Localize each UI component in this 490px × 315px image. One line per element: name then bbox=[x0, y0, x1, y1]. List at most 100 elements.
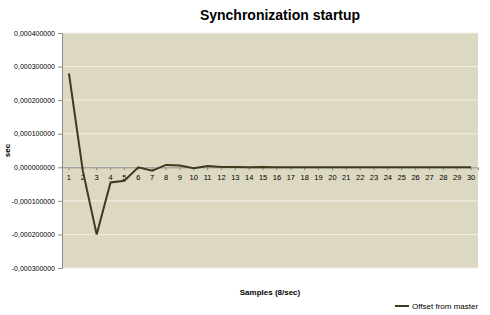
y-tick: 0,000400000 bbox=[14, 30, 62, 37]
legend-label: Offset from master bbox=[412, 302, 478, 311]
x-tick-label: 20 bbox=[328, 173, 336, 182]
y-tick-label: -0,000300000 bbox=[12, 265, 55, 272]
x-tick: 17 bbox=[287, 167, 295, 182]
y-tick-mark bbox=[58, 268, 62, 269]
grid-line bbox=[62, 33, 478, 34]
x-tick: 15 bbox=[259, 167, 267, 182]
y-tick-mark bbox=[58, 33, 62, 34]
x-axis-title: Samples (8/sec) bbox=[240, 288, 301, 297]
chart: -0,000300000 -0,000200000 -0,000100000 0,00… bbox=[0, 0, 490, 315]
y-tick-label: 0,000000000 bbox=[14, 164, 55, 171]
x-tick-mark bbox=[166, 167, 167, 170]
x-tick: 16 bbox=[273, 167, 281, 182]
x-tick: 14 bbox=[245, 167, 253, 182]
x-tick-label: 26 bbox=[411, 173, 419, 182]
x-tick: 27 bbox=[425, 167, 433, 182]
x-tick: 22 bbox=[356, 167, 364, 182]
x-tick: 28 bbox=[439, 167, 447, 182]
y-tick: -0,000200000 bbox=[12, 231, 62, 238]
x-tick: 13 bbox=[231, 167, 239, 182]
y-tick: 0,000000000 bbox=[14, 164, 62, 171]
x-tick-label: 1 bbox=[67, 173, 71, 182]
x-tick: 29 bbox=[453, 167, 461, 182]
x-tick: 25 bbox=[398, 167, 406, 182]
x-tick-mark bbox=[207, 167, 208, 170]
legend: Offset from master bbox=[395, 302, 478, 311]
x-tick-mark bbox=[179, 167, 180, 170]
y-tick: -0,000100000 bbox=[12, 198, 62, 205]
y-tick: 0,000200000 bbox=[14, 97, 62, 104]
y-tick-label: 0,000100000 bbox=[14, 130, 55, 137]
y-tick-mark bbox=[58, 234, 62, 235]
x-tick-label: 18 bbox=[300, 173, 308, 182]
x-tick-label: 11 bbox=[204, 173, 212, 182]
y-tick-mark bbox=[58, 67, 62, 68]
x-tick-label: 17 bbox=[287, 173, 295, 182]
y-tick-label: 0,000200000 bbox=[14, 97, 55, 104]
x-tick: 21 bbox=[342, 167, 350, 182]
x-tick: 23 bbox=[370, 167, 378, 182]
x-tick: 4 bbox=[108, 167, 112, 182]
x-tick: 24 bbox=[384, 167, 392, 182]
y-tick: 0,000100000 bbox=[14, 130, 62, 137]
x-tick-mark bbox=[68, 167, 69, 170]
y-tick: 0,000300000 bbox=[14, 63, 62, 70]
x-tick: 3 bbox=[95, 167, 99, 182]
series-line bbox=[69, 73, 471, 234]
y-axis-line bbox=[58, 34, 63, 269]
x-tick-label: 28 bbox=[439, 173, 447, 182]
x-tick: 8 bbox=[164, 167, 168, 182]
y-tick-mark bbox=[58, 100, 62, 101]
y-tick-label: 0,000300000 bbox=[14, 63, 55, 70]
y-tick-label: -0,000200000 bbox=[12, 231, 55, 238]
x-tick-label: 22 bbox=[356, 173, 364, 182]
grid bbox=[62, 33, 478, 268]
y-axis: -0,000300000 -0,000200000 -0,000100000 0,00… bbox=[12, 30, 63, 272]
x-tick-mark bbox=[110, 167, 111, 170]
y-tick: -0,000300000 bbox=[12, 265, 62, 272]
x-tick: 19 bbox=[314, 167, 322, 182]
x-tick: 20 bbox=[328, 167, 336, 182]
x-tick-label: 7 bbox=[150, 173, 154, 182]
x-tick-label: 14 bbox=[245, 173, 253, 182]
x-tick: 11 bbox=[204, 167, 212, 182]
x-tick-label: 16 bbox=[273, 173, 281, 182]
grid-line bbox=[62, 268, 478, 269]
x-tick-label: 24 bbox=[384, 173, 392, 182]
x-tick-label: 3 bbox=[95, 173, 99, 182]
x-tick: 12 bbox=[217, 167, 225, 182]
x-tick-label: 4 bbox=[108, 173, 112, 182]
x-tick-label: 19 bbox=[314, 173, 322, 182]
x-tick-label: 21 bbox=[342, 173, 350, 182]
x-tick: 9 bbox=[178, 167, 182, 182]
y-tick-mark bbox=[58, 134, 62, 135]
y-tick-mark bbox=[58, 167, 62, 168]
title: Synchronization startup bbox=[200, 7, 360, 23]
grid-line bbox=[62, 66, 478, 67]
grid-line bbox=[62, 200, 478, 201]
grid-line bbox=[62, 133, 478, 134]
grid-line bbox=[62, 100, 478, 101]
plot-area bbox=[62, 33, 478, 268]
legend-swatch bbox=[395, 305, 409, 307]
x-tick: 10 bbox=[190, 167, 198, 182]
x-tick: 1 bbox=[67, 167, 71, 182]
x-tick-label: 8 bbox=[164, 173, 168, 182]
x-tick-label: 13 bbox=[231, 173, 239, 182]
x-tick: 26 bbox=[411, 167, 419, 182]
y-tick-label: 0,000400000 bbox=[14, 30, 55, 37]
x-tick-label: 10 bbox=[190, 173, 198, 182]
y-tick-label: -0,000100000 bbox=[12, 198, 55, 205]
x-tick-mark bbox=[124, 167, 125, 170]
x-tick: 18 bbox=[300, 167, 308, 182]
x-tick-label: 27 bbox=[425, 173, 433, 182]
series-group bbox=[69, 73, 471, 234]
grid-line bbox=[62, 234, 478, 235]
x-tick-label: 9 bbox=[178, 173, 182, 182]
x-tick-label: 12 bbox=[217, 173, 225, 182]
y-tick-mark bbox=[58, 201, 62, 202]
x-tick-label: 29 bbox=[453, 173, 461, 182]
x-tick-label: 30 bbox=[467, 173, 475, 182]
y-axis-title: sec bbox=[3, 143, 12, 157]
x-tick: 30 bbox=[467, 167, 475, 182]
